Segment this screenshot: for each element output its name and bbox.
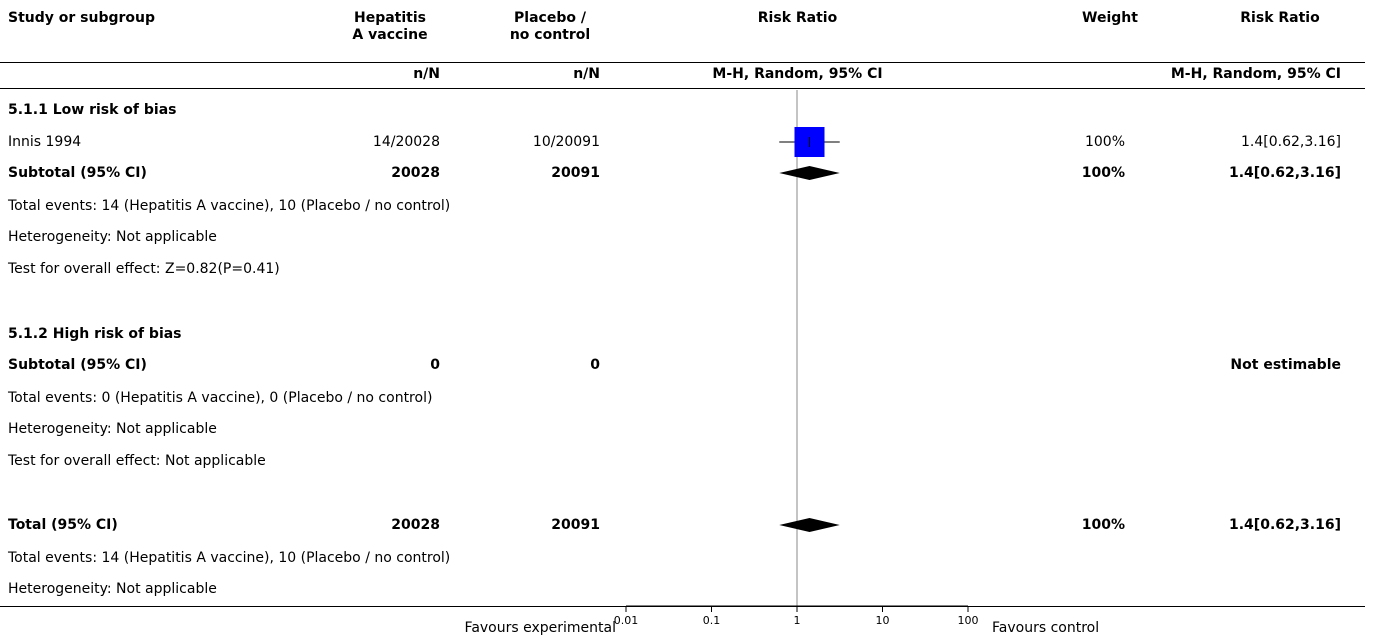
heterogeneity-2: Heterogeneity: Not applicable bbox=[8, 421, 217, 437]
total-ci: 1.4[0.62,3.16] bbox=[1229, 517, 1341, 533]
subtotal-diamond bbox=[779, 166, 840, 180]
header-experimental-line1: Hepatitis bbox=[354, 10, 426, 26]
total-heterogeneity: Heterogeneity: Not applicable bbox=[8, 581, 217, 597]
x-tick-label-3: 10 bbox=[876, 614, 890, 627]
total-exp: 20028 bbox=[391, 517, 440, 533]
total-ctl: 20091 bbox=[551, 517, 600, 533]
header-ctl-sub: n/N bbox=[573, 66, 600, 82]
events-1: Total events: 14 (Hepatitis A vaccine), … bbox=[8, 198, 451, 214]
header-study: Study or subgroup bbox=[8, 10, 156, 26]
header-experimental-line2: A vaccine bbox=[352, 27, 428, 43]
study-exp: 14/20028 bbox=[372, 134, 440, 150]
subtotal-ci-2: Not estimable bbox=[1230, 357, 1341, 373]
total-diamond bbox=[779, 518, 840, 532]
x-tick-label-2: 1 bbox=[794, 614, 801, 627]
header-control: Placebo / no control bbox=[490, 10, 610, 44]
header-risk-ratio-2: Risk Ratio bbox=[1240, 10, 1320, 26]
study-ctl: 10/20091 bbox=[532, 134, 600, 150]
total-weight: 100% bbox=[1081, 517, 1125, 533]
subtotal-exp-2: 0 bbox=[430, 357, 440, 373]
study-name: Innis 1994 bbox=[8, 134, 82, 150]
header-risk-ratio: Risk Ratio bbox=[757, 10, 838, 26]
x-tick-label-4: 100 bbox=[958, 614, 979, 627]
header-rule-bottom bbox=[0, 88, 1365, 89]
favours-control: Favours control bbox=[992, 620, 1100, 636]
header-rr2-sub: M-H, Random, 95% CI bbox=[1170, 66, 1341, 82]
header-experimental: Hepatitis A vaccine bbox=[330, 10, 450, 44]
subtotal-exp-1: 20028 bbox=[391, 165, 440, 181]
x-tick-label-1: 0.1 bbox=[703, 614, 721, 627]
subtotal-label-2: Subtotal (95% CI) bbox=[8, 357, 147, 373]
header-weight: Weight bbox=[1082, 10, 1138, 26]
header-control-line1: Placebo / bbox=[514, 10, 586, 26]
subtotal-ctl-2: 0 bbox=[590, 357, 600, 373]
events-2: Total events: 0 (Hepatitis A vaccine), 0… bbox=[8, 390, 433, 406]
favours-experimental: Favours experimental bbox=[464, 620, 616, 636]
total-events: Total events: 14 (Hepatitis A vaccine), … bbox=[8, 550, 451, 566]
header-rr-sub: M-H, Random, 95% CI bbox=[712, 66, 883, 82]
subtotal-weight-1: 100% bbox=[1081, 165, 1125, 181]
header-rule-top bbox=[0, 62, 1365, 63]
study-ci: 1.4[0.62,3.16] bbox=[1241, 134, 1341, 150]
heterogeneity-1: Heterogeneity: Not applicable bbox=[8, 229, 217, 245]
overall-effect-1: Test for overall effect: Z=0.82(P=0.41) bbox=[8, 261, 280, 277]
study-weight: 100% bbox=[1084, 134, 1125, 150]
total-label: Total (95% CI) bbox=[8, 517, 118, 533]
group-title-1: 5.1.1 Low risk of bias bbox=[8, 102, 177, 118]
subtotal-label-1: Subtotal (95% CI) bbox=[8, 165, 147, 181]
header-control-line2: no control bbox=[509, 27, 591, 43]
subtotal-ctl-1: 20091 bbox=[551, 165, 600, 181]
subtotal-ci-1: 1.4[0.62,3.16] bbox=[1229, 165, 1341, 181]
overall-effect-2: Test for overall effect: Not applicable bbox=[8, 453, 266, 469]
group-title-2: 5.1.2 High risk of bias bbox=[8, 326, 182, 342]
header-exp-sub: n/N bbox=[413, 66, 440, 82]
x-tick-label-0: 0.01 bbox=[614, 614, 639, 627]
